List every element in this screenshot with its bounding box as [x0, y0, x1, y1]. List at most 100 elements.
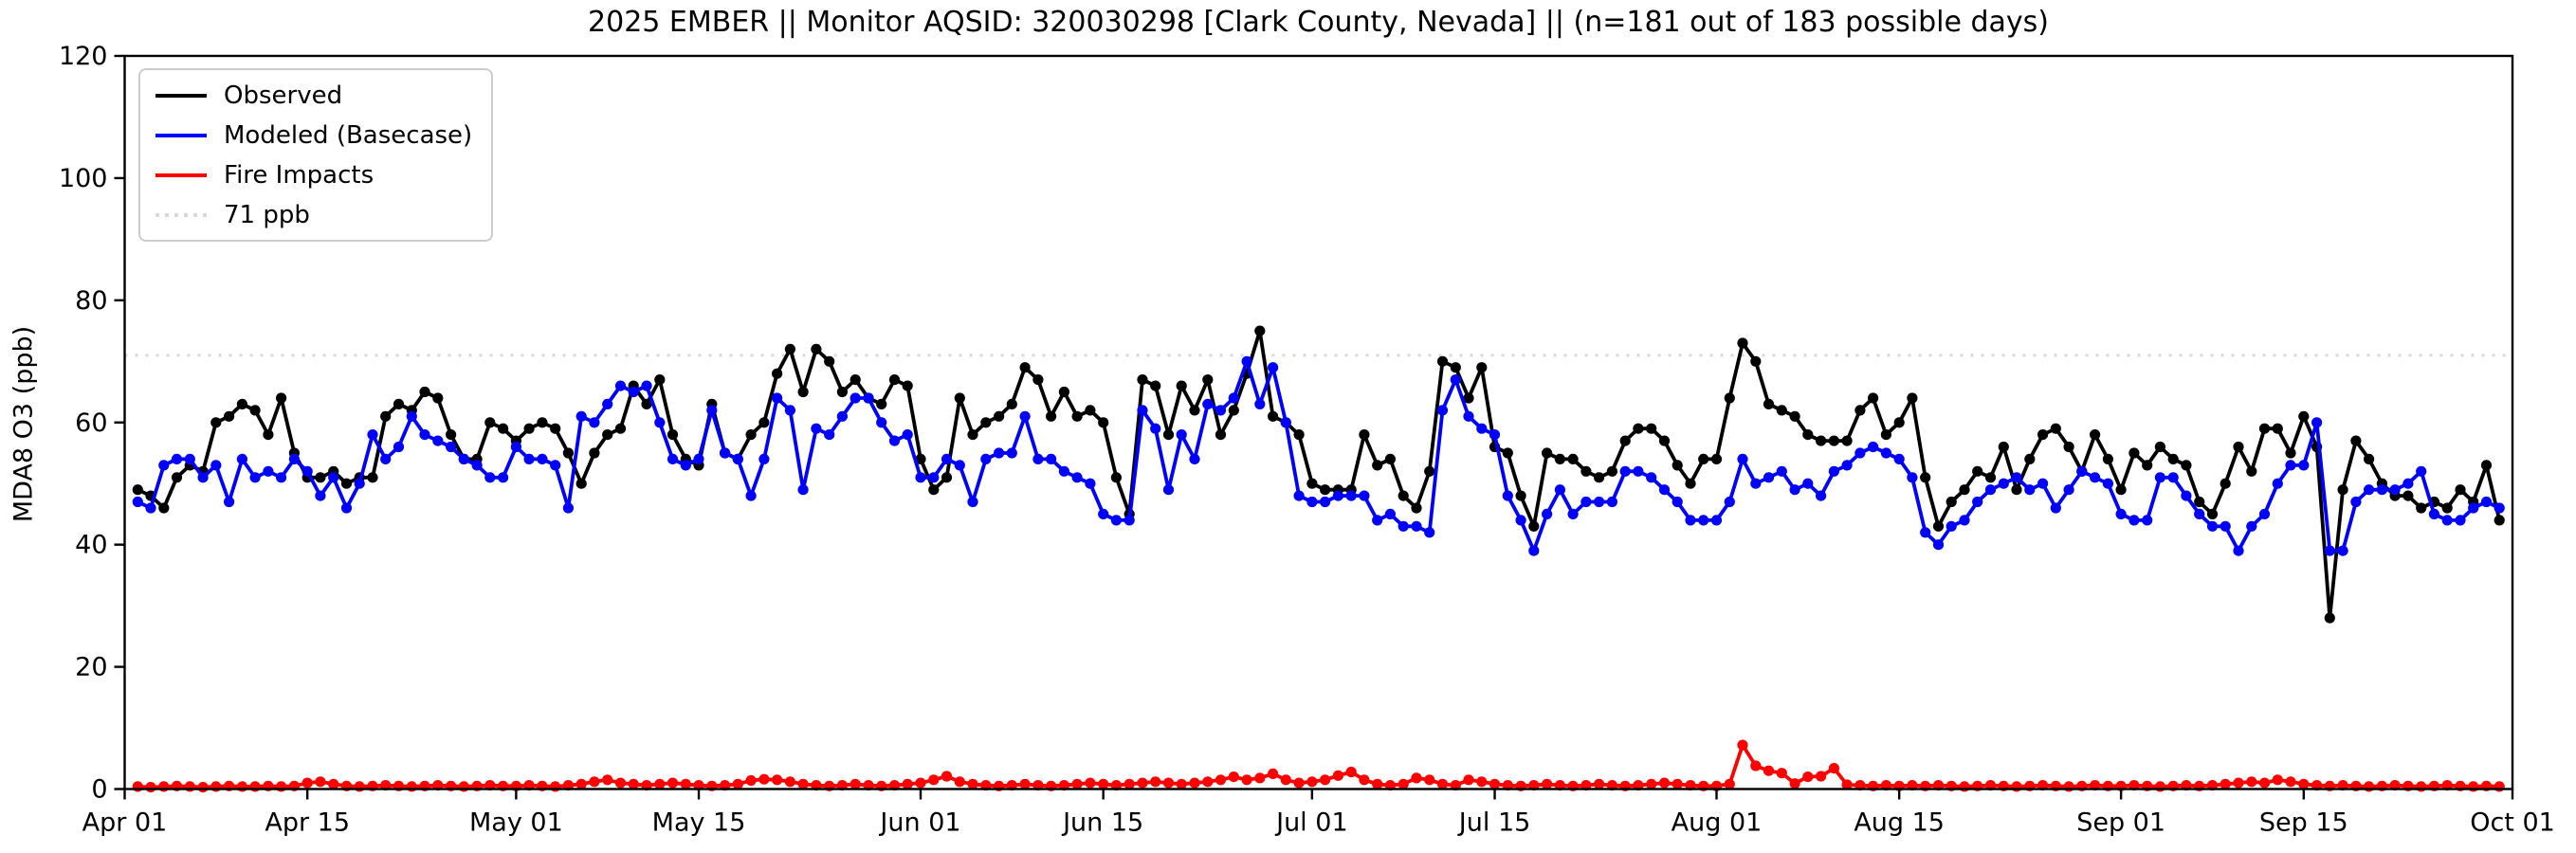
- data-point: [158, 781, 170, 792]
- data-point: [994, 410, 1005, 422]
- data-point: [1046, 410, 1057, 422]
- data-point: [1763, 472, 1775, 483]
- data-point: [132, 781, 143, 792]
- chart-title: 2025 EMBER || Monitor AQSID: 320030298 […: [588, 6, 2049, 39]
- data-point: [667, 429, 679, 441]
- data-point: [745, 429, 757, 441]
- data-point: [602, 398, 613, 409]
- data-point: [1293, 777, 1305, 789]
- data-point: [276, 472, 287, 483]
- data-point: [1280, 417, 1291, 428]
- data-point: [2364, 453, 2375, 464]
- data-point: [1436, 355, 1449, 367]
- data-point: [471, 460, 483, 471]
- x-tick-label: Jul 15: [1457, 808, 1531, 838]
- data-point: [1542, 447, 1553, 459]
- data-point: [171, 453, 183, 464]
- data-point: [458, 453, 469, 464]
- data-point: [602, 774, 613, 786]
- x-tick-label: May 01: [469, 808, 563, 838]
- legend-label-observed: Observed: [224, 81, 343, 110]
- data-point: [2246, 465, 2257, 477]
- data-point: [1959, 515, 1970, 526]
- data-point: [602, 429, 613, 441]
- data-point: [1816, 490, 1827, 501]
- data-point: [1463, 774, 1474, 786]
- data-point: [758, 453, 770, 464]
- data-point: [1202, 398, 1214, 409]
- data-point: [2258, 423, 2271, 434]
- data-point: [1306, 496, 1318, 508]
- data-point: [2455, 515, 2466, 526]
- data-point: [641, 398, 652, 409]
- data-point: [2311, 417, 2323, 428]
- data-point: [2441, 515, 2453, 526]
- data-point: [210, 460, 222, 471]
- data-point: [1450, 374, 1461, 386]
- legend-item-modeled: Modeled (Basecase): [155, 119, 472, 151]
- data-point: [1071, 472, 1083, 483]
- modeled-line-icon: [155, 133, 207, 137]
- data-point: [2337, 484, 2348, 496]
- data-point: [1932, 539, 1945, 551]
- data-point: [1436, 405, 1449, 416]
- data-point: [1019, 362, 1031, 373]
- data-point: [1202, 776, 1214, 788]
- data-point: [2324, 612, 2335, 624]
- x-tick-label: Sep 15: [2259, 808, 2348, 838]
- data-point: [2376, 484, 2387, 496]
- data-point: [2194, 496, 2205, 508]
- data-point: [902, 380, 913, 391]
- data-point: [1306, 776, 1318, 788]
- legend-label-threshold: 71 ppb: [224, 200, 310, 229]
- data-point: [1672, 496, 1683, 508]
- data-point: [1058, 465, 1069, 477]
- data-point: [614, 777, 627, 789]
- data-point: [224, 496, 235, 508]
- data-point: [1828, 465, 1839, 477]
- data-point: [2142, 515, 2153, 526]
- data-point: [654, 417, 666, 428]
- data-point: [1019, 778, 1031, 789]
- data-point: [1019, 410, 1031, 422]
- data-point: [1776, 405, 1787, 416]
- data-point: [1032, 374, 1044, 386]
- data-point: [158, 502, 170, 514]
- data-point: [2233, 777, 2244, 789]
- data-point: [2220, 478, 2231, 489]
- data-point: [967, 496, 978, 508]
- data-point: [1567, 508, 1579, 520]
- data-point: [419, 386, 430, 398]
- data-point: [1646, 778, 1657, 789]
- data-point: [2063, 441, 2074, 453]
- data-point: [1384, 508, 1396, 520]
- data-point: [915, 453, 926, 464]
- data-point: [2063, 484, 2074, 496]
- data-point: [1176, 380, 1187, 391]
- data-point: [2154, 441, 2165, 453]
- data-point: [367, 429, 378, 441]
- x-tick-label: Jun 15: [1061, 808, 1143, 838]
- data-point: [706, 405, 718, 416]
- data-point: [589, 776, 600, 788]
- data-point: [1763, 765, 1775, 776]
- data-point: [288, 453, 300, 464]
- data-point: [680, 460, 691, 471]
- data-point: [276, 392, 287, 404]
- data-point: [850, 778, 861, 789]
- data-point: [1646, 423, 1657, 434]
- data-point: [1215, 774, 1227, 786]
- data-point: [1776, 768, 1787, 779]
- data-point: [1268, 362, 1279, 373]
- data-point: [1085, 478, 1096, 489]
- data-point: [2220, 778, 2231, 789]
- data-point: [758, 417, 770, 428]
- data-point: [2298, 460, 2310, 471]
- data-point: [1594, 496, 1605, 508]
- x-tick-label: Jun 01: [878, 808, 960, 838]
- data-point: [446, 429, 457, 441]
- data-point: [784, 776, 796, 788]
- data-point: [1542, 778, 1553, 789]
- data-point: [2154, 781, 2165, 792]
